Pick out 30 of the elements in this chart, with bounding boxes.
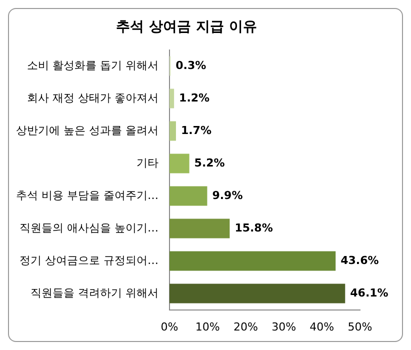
data-label: 1.2% xyxy=(179,91,210,104)
data-label: 1.7% xyxy=(180,124,212,137)
y-tick-label: 정기 상여금으로 규정되어… xyxy=(19,254,158,267)
y-tick-label: 직원들의 애사심을 높이기… xyxy=(19,221,158,234)
bar xyxy=(169,121,176,141)
y-tick-label: 소비 활성화를 돕기 위해서 xyxy=(26,58,158,72)
data-label: 43.6% xyxy=(340,254,379,267)
y-tick-label: 상반기에 높은 성과를 올려서 xyxy=(16,124,158,137)
bar xyxy=(169,186,208,206)
y-tick-label: 회사 재정 상태가 좋아져서 xyxy=(26,91,158,104)
data-label: 0.3% xyxy=(176,58,206,72)
x-tick-label: 10% xyxy=(195,320,220,334)
x-tick-label: 0% xyxy=(160,320,178,334)
data-label: 5.2% xyxy=(194,156,225,170)
bar xyxy=(169,88,174,108)
y-tick-label: 추석 비용 부담을 줄여주기… xyxy=(16,188,158,202)
y-tick-label: 기타 xyxy=(136,156,158,170)
bar xyxy=(169,284,346,304)
x-tick-label: 50% xyxy=(348,320,372,334)
x-tick-label: 40% xyxy=(310,320,334,334)
bar xyxy=(169,218,230,238)
x-tick-label: 20% xyxy=(233,320,258,334)
y-tick-label: 직원들을 격려하기 위해서 xyxy=(30,286,158,300)
data-label: 15.8% xyxy=(234,221,273,234)
data-label: 46.1% xyxy=(350,286,388,300)
chart-title: 추석 상여금 지급 이유 xyxy=(116,19,257,36)
data-label: 9.9% xyxy=(212,188,243,202)
x-tick-label: 30% xyxy=(272,320,296,334)
bar xyxy=(169,154,190,174)
bar xyxy=(169,251,336,271)
